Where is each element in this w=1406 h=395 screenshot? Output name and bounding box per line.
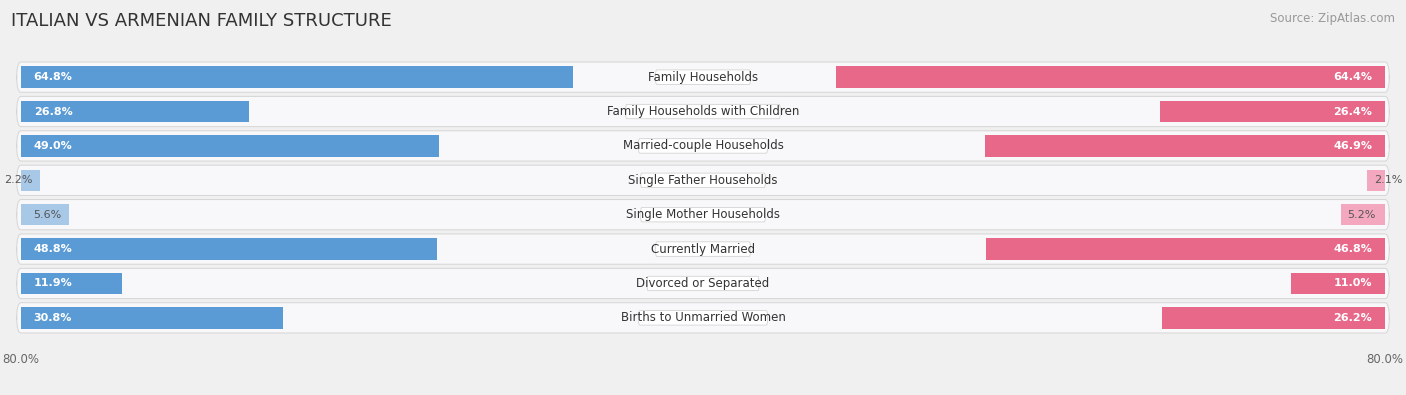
FancyBboxPatch shape (17, 303, 1389, 333)
Text: 11.0%: 11.0% (1334, 278, 1372, 288)
FancyBboxPatch shape (626, 104, 780, 119)
Bar (21, 307, 284, 329)
Text: 46.8%: 46.8% (1333, 244, 1372, 254)
Bar (21, 101, 249, 122)
Text: 11.9%: 11.9% (34, 278, 73, 288)
FancyBboxPatch shape (17, 96, 1389, 127)
Text: Single Father Households: Single Father Households (628, 174, 778, 187)
Text: 64.8%: 64.8% (34, 72, 73, 82)
Text: 46.9%: 46.9% (1333, 141, 1372, 151)
Bar (1160, 101, 1385, 122)
FancyBboxPatch shape (17, 268, 1389, 299)
Text: Divorced or Separated: Divorced or Separated (637, 277, 769, 290)
Bar (21, 66, 574, 88)
Text: 5.6%: 5.6% (34, 210, 62, 220)
FancyBboxPatch shape (647, 276, 759, 291)
FancyBboxPatch shape (641, 173, 765, 188)
Bar (21, 239, 437, 260)
Bar (1291, 273, 1385, 294)
FancyBboxPatch shape (641, 207, 765, 222)
Bar (986, 239, 1385, 260)
Bar (21, 135, 439, 156)
Text: 26.8%: 26.8% (34, 107, 73, 117)
Bar (986, 135, 1385, 156)
Text: 30.8%: 30.8% (34, 313, 72, 323)
Text: 5.2%: 5.2% (1347, 210, 1376, 220)
Text: 2.1%: 2.1% (1374, 175, 1402, 185)
FancyBboxPatch shape (17, 62, 1389, 92)
Text: 48.8%: 48.8% (34, 244, 73, 254)
FancyBboxPatch shape (17, 199, 1389, 230)
Text: Source: ZipAtlas.com: Source: ZipAtlas.com (1270, 12, 1395, 25)
Text: Family Households: Family Households (648, 71, 758, 84)
Text: 26.4%: 26.4% (1333, 107, 1372, 117)
Bar (837, 66, 1385, 88)
Bar (1341, 204, 1385, 226)
FancyBboxPatch shape (638, 139, 768, 153)
Text: 49.0%: 49.0% (34, 141, 73, 151)
Text: Married-couple Households: Married-couple Households (623, 139, 783, 152)
FancyBboxPatch shape (655, 242, 751, 256)
Bar (21, 169, 39, 191)
Bar (21, 204, 69, 226)
Text: Single Mother Households: Single Mother Households (626, 208, 780, 221)
Text: 2.2%: 2.2% (4, 175, 32, 185)
Text: Births to Unmarried Women: Births to Unmarried Women (620, 311, 786, 324)
FancyBboxPatch shape (17, 165, 1389, 196)
Text: 64.4%: 64.4% (1333, 72, 1372, 82)
FancyBboxPatch shape (17, 131, 1389, 161)
Text: Currently Married: Currently Married (651, 243, 755, 256)
Text: Family Households with Children: Family Households with Children (607, 105, 799, 118)
FancyBboxPatch shape (17, 234, 1389, 264)
Bar (21, 273, 122, 294)
FancyBboxPatch shape (638, 310, 768, 325)
Bar (1161, 307, 1385, 329)
FancyBboxPatch shape (655, 70, 751, 85)
Text: 26.2%: 26.2% (1333, 313, 1372, 323)
Bar (1367, 169, 1385, 191)
Text: ITALIAN VS ARMENIAN FAMILY STRUCTURE: ITALIAN VS ARMENIAN FAMILY STRUCTURE (11, 12, 392, 30)
